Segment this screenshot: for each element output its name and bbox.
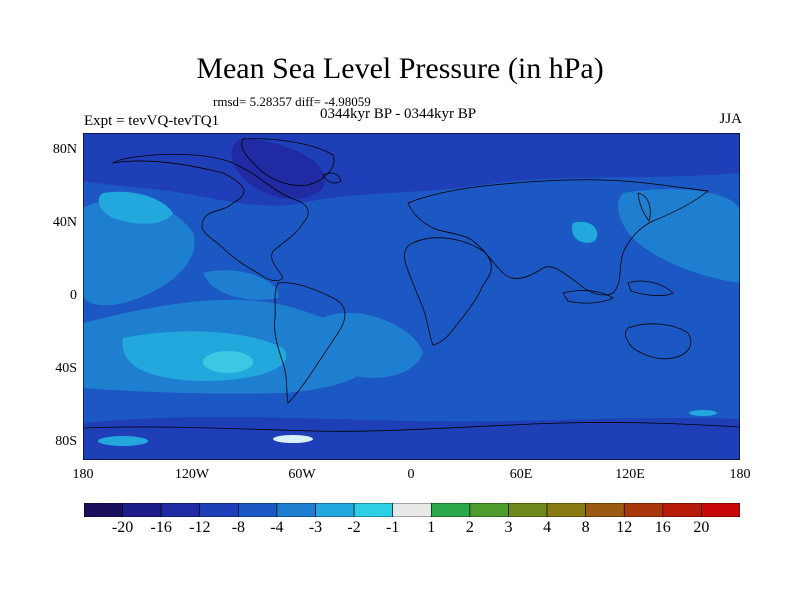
colorbar-label: 1 bbox=[427, 519, 436, 536]
colorbar-swatch bbox=[585, 503, 625, 517]
colorbar-swatch bbox=[623, 503, 664, 517]
colorbar-swatch bbox=[122, 503, 162, 517]
colorbar-label: -8 bbox=[231, 519, 246, 536]
greenland-low-region bbox=[231, 138, 325, 199]
north-pacific-high bbox=[98, 191, 173, 224]
colorbar-label: 3 bbox=[504, 519, 513, 536]
colorbar-swatch bbox=[199, 503, 239, 517]
colorbar-label: 12 bbox=[616, 519, 633, 536]
colorbar-swatch bbox=[238, 503, 278, 517]
lat-tick-40s: 40S bbox=[55, 361, 77, 376]
lat-tick-40n: 40N bbox=[52, 215, 77, 230]
colorbar-swatch bbox=[392, 503, 432, 517]
south-atlantic-light-band bbox=[323, 312, 423, 378]
season-label: JJA bbox=[719, 111, 742, 127]
lon-tick-60e: 60E bbox=[509, 467, 533, 482]
lon-tick-0: 0 bbox=[407, 467, 415, 482]
antarctic-high-spot bbox=[273, 435, 313, 443]
colorbar-swatch bbox=[662, 503, 702, 517]
experiment-label: Expt = tevVQ-tevTQ1 bbox=[84, 113, 220, 129]
colorbar-swatch bbox=[353, 503, 394, 517]
lat-tick-80n: 80N bbox=[52, 142, 77, 157]
colorbar-swatch bbox=[84, 503, 123, 517]
coastlines bbox=[83, 138, 740, 432]
colorbar-label: 20 bbox=[693, 519, 710, 536]
lon-tick-120w: 120W bbox=[174, 467, 210, 482]
colorbar-label: -16 bbox=[150, 519, 172, 536]
colorbar-label: 2 bbox=[465, 519, 474, 536]
colorbar-swatch bbox=[701, 503, 740, 517]
lat-tick-80s: 80S bbox=[55, 434, 77, 449]
lon-tick-180e: 180 bbox=[729, 467, 751, 482]
colorbar-label: 4 bbox=[543, 519, 552, 536]
colorbar-label: -4 bbox=[270, 519, 284, 536]
antarctic-light-spot-west bbox=[98, 436, 148, 446]
colorbar-label: -20 bbox=[111, 519, 134, 536]
plot-title: Mean Sea Level Pressure (in hPa) bbox=[196, 52, 604, 85]
lon-tick-180w: 180 bbox=[72, 467, 94, 482]
colorbar-label: -2 bbox=[347, 519, 361, 536]
colorbar-label: -12 bbox=[189, 519, 211, 536]
colorbar-swatch bbox=[546, 503, 586, 517]
tropical-east-pacific-band bbox=[203, 270, 279, 300]
rmsd-diff-stats: rmsd= 5.28357 diff= -4.98059 bbox=[213, 94, 371, 109]
colorbar-swatch bbox=[315, 503, 355, 517]
lon-tick-60w: 60W bbox=[288, 467, 316, 482]
south-pacific-high bbox=[203, 351, 253, 373]
west-pacific-light-band bbox=[618, 189, 740, 283]
colorbar-label: -3 bbox=[308, 519, 323, 536]
colorbar-swatch bbox=[469, 503, 509, 517]
east-asia-high bbox=[572, 221, 598, 243]
antarctic-light-spot-east bbox=[689, 410, 717, 416]
colorbar bbox=[84, 503, 740, 517]
colorbar-swatch bbox=[430, 503, 471, 517]
pressure-map bbox=[83, 133, 740, 460]
colorbar-swatch bbox=[276, 503, 316, 517]
lat-tick-0: 0 bbox=[70, 288, 77, 303]
period-label: 0344kyr BP - 0344kyr BP bbox=[320, 106, 477, 122]
colorbar-label: 8 bbox=[581, 519, 590, 536]
colorbar-swatch bbox=[160, 503, 201, 517]
colorbar-swatch bbox=[508, 503, 548, 517]
colorbar-label: 16 bbox=[654, 519, 671, 536]
antarctic-low-region bbox=[83, 417, 740, 460]
lon-tick-120e: 120E bbox=[615, 467, 645, 482]
colorbar-label: -1 bbox=[386, 519, 400, 536]
north-pacific-light-band bbox=[83, 198, 195, 306]
